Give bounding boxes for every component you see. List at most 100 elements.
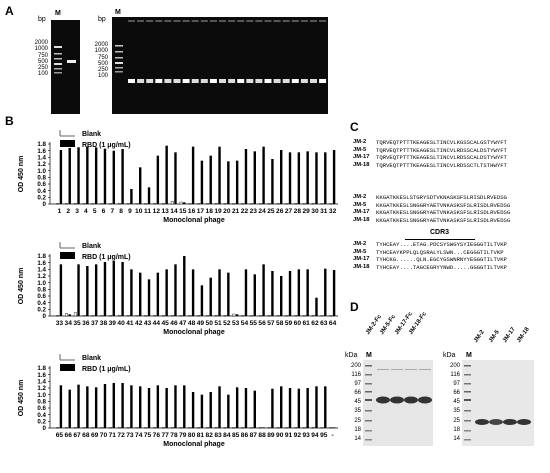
bar-rbd (68, 314, 71, 316)
bar-blank (135, 203, 139, 205)
x-tick-label: 79 (179, 432, 187, 439)
y-tick-label: 0.8 (37, 287, 46, 294)
bar-rbd (86, 266, 89, 316)
gel-a1-unit: bp (38, 16, 46, 23)
bar-blank (179, 427, 183, 429)
x-tick-label: 5 (93, 208, 97, 215)
bar-blank (65, 427, 68, 429)
ladder-label: 1000 (94, 48, 108, 55)
bar-blank (65, 313, 68, 317)
gel-band (264, 79, 272, 83)
bar-blank (100, 427, 104, 429)
x-tick-label: 44 (153, 320, 161, 327)
bar-blank (188, 427, 192, 429)
bar-blank (82, 203, 86, 205)
x-axis-label: Monoclonal phage (163, 217, 225, 224)
bar-blank (329, 427, 333, 429)
y-tick-label: 0.4 (37, 188, 46, 195)
bar-rbd (139, 272, 142, 316)
gel-bands-large (115, 20, 327, 83)
x-tick-label: 6 (102, 208, 106, 215)
gel-d1-ladder: 200 116 97 66 45 35 25 18 14 (339, 362, 361, 444)
bar-rbd (209, 392, 212, 428)
bar-rbd (147, 187, 151, 204)
x-tick-label: 23 (250, 208, 258, 215)
ladder-label: 500 (97, 60, 108, 67)
sequence-line: KKGATKKESLSNGGRYAETVNKASKSFSLRISDLRVEDSG (376, 201, 511, 209)
bar-rbd (227, 272, 230, 316)
bar-blank (73, 427, 77, 429)
bar-rbd (288, 152, 292, 204)
x-tick-label: 87 (250, 432, 258, 439)
bar-rbd (200, 285, 204, 316)
seq-name: JM-5 (353, 248, 367, 255)
x-tick-label: 95 (320, 432, 328, 439)
bar-blank (73, 312, 77, 317)
y-tick-label: 0.2 (37, 419, 46, 426)
bar-rbd (227, 394, 230, 428)
bar-rbd (165, 388, 168, 428)
bar-blank (100, 315, 104, 317)
x-tick-label: 41 (126, 320, 134, 327)
legend-label-blank: Blank (82, 243, 101, 250)
bar-rbd (280, 150, 283, 204)
gel-bands-small (54, 46, 76, 74)
bar-rbd (68, 148, 71, 204)
y-tick-label: 0.6 (37, 181, 46, 188)
gel-d2-lane-0: JM-2 (473, 329, 486, 344)
bar-rbd (218, 386, 221, 428)
y-axis-label: OD 450 nm (18, 380, 25, 417)
bar-rbd (271, 388, 274, 428)
gel-well (255, 20, 263, 22)
x-tick-label: 82 (206, 432, 214, 439)
gel-well (310, 20, 317, 22)
x-tick-label: 51 (214, 320, 222, 327)
bar-blank (100, 203, 104, 205)
panel-c-label: C (350, 120, 359, 134)
bar-blank (267, 315, 271, 317)
gel-well (237, 20, 245, 22)
bar-blank (188, 315, 192, 317)
bar-blank (197, 203, 201, 205)
gel-bands-nanobody (464, 365, 531, 441)
bar-rbd (280, 386, 283, 428)
ladder-label: 14 (354, 435, 361, 442)
legend-swatch-rbd (60, 140, 75, 147)
gel-well (319, 20, 327, 22)
bar-rbd (271, 159, 274, 204)
gel-well (155, 20, 163, 22)
x-tick-label: 81 (197, 432, 205, 439)
x-tick-label: 59 (285, 320, 293, 327)
x-tick-label: 2 (66, 208, 70, 215)
sequence-block-1: JM-2 JM-5 JM-17 JM-18 TQRVEQTPTTTKEAGESL… (353, 139, 507, 169)
bar-rbd (183, 256, 186, 316)
bar-blank (135, 315, 139, 317)
bar-blank (241, 315, 245, 317)
bar-rbd (262, 264, 265, 316)
x-tick-label: 1 (58, 208, 62, 215)
x-tick-label: 80 (188, 432, 196, 439)
ladder-label: 750 (97, 54, 108, 61)
x-tick-label: 57 (267, 320, 275, 327)
gel-well (200, 20, 208, 22)
gel-well (146, 20, 154, 22)
x-tick-label: 13 (161, 208, 169, 215)
bar-rbd (94, 147, 98, 204)
x-tick-label: 72 (117, 432, 125, 439)
seq-name: JM-17 (353, 256, 370, 263)
sequence-line: TYHCKG......QLN.EGCYGSWNRNYYEGGGTILTVKP (376, 256, 507, 264)
y-tick-label: 1.4 (37, 379, 46, 386)
legend-swatch-rbd (60, 364, 75, 371)
bar-rbd (59, 264, 63, 316)
bar-rbd (86, 146, 89, 204)
bar-rbd (139, 167, 142, 204)
x-tick-label: 84 (223, 432, 231, 439)
legend-label-blank: Blank (82, 355, 101, 362)
bar-blank (329, 203, 333, 205)
y-tick-label: 1.4 (37, 155, 46, 162)
gel-well (291, 20, 299, 22)
bar-rbd (324, 268, 327, 316)
bar-blank (232, 427, 236, 429)
bar-blank (206, 203, 209, 205)
gel-a1-marker: M (55, 10, 61, 17)
